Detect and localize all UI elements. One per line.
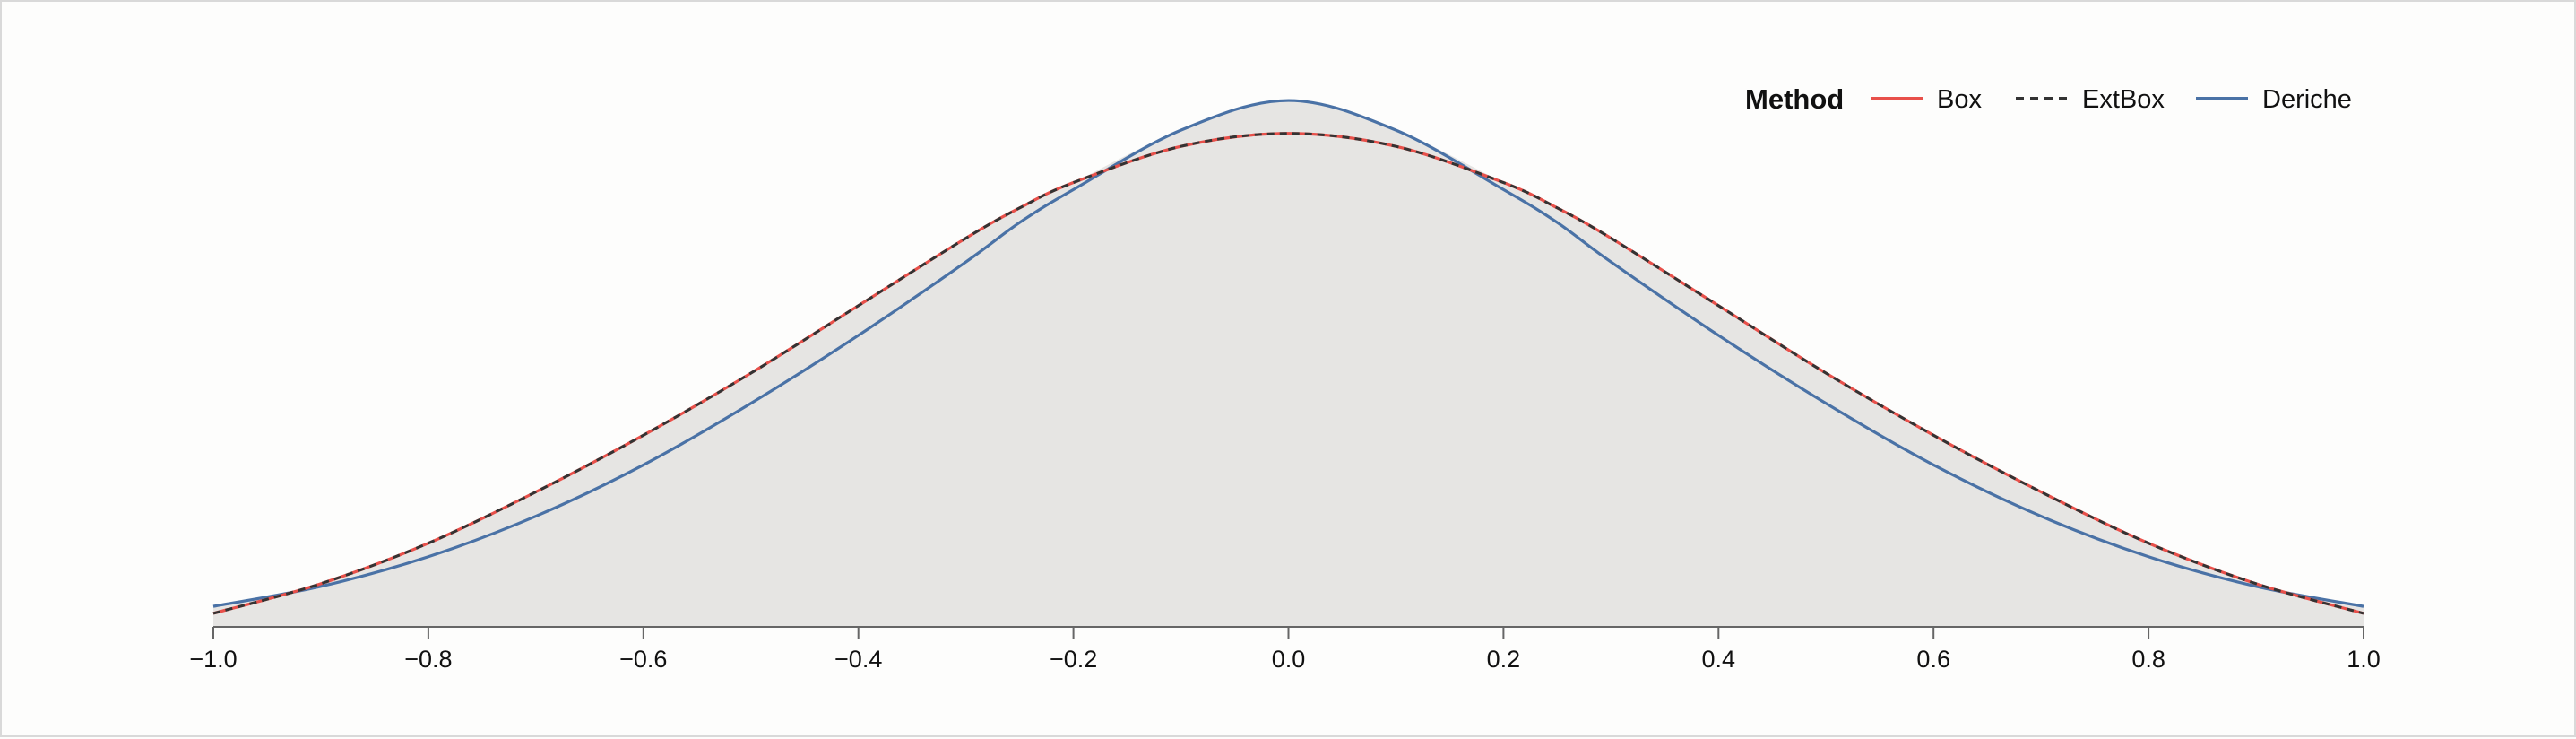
x-tick-label: −0.2 xyxy=(1050,646,1097,673)
legend-label: Box xyxy=(1937,85,1982,114)
legend-label: ExtBox xyxy=(2082,85,2165,114)
area-fill-layer xyxy=(213,100,2364,628)
legend-title: Method xyxy=(1745,83,1844,115)
x-tick-label: 0.0 xyxy=(1272,646,1306,673)
x-tick-label: 1.0 xyxy=(2347,646,2381,673)
legend-item-box: Box xyxy=(1871,85,1982,114)
series-line-box xyxy=(212,132,2364,615)
area-fill xyxy=(213,100,2364,628)
legend-label: Deriche xyxy=(2262,85,2352,114)
x-tick-label: −0.8 xyxy=(404,646,452,673)
x-tick-label: 0.8 xyxy=(2131,646,2165,673)
legend-item-extbox: ExtBox xyxy=(2016,85,2165,114)
x-tick-label: −1.0 xyxy=(189,646,237,673)
legend: Method Box ExtBox Deriche xyxy=(1745,83,2352,115)
series-lines xyxy=(212,99,2364,615)
x-tick-label: 0.2 xyxy=(1487,646,1521,673)
x-tick-label: −0.4 xyxy=(834,646,882,673)
series-line-deriche xyxy=(212,99,2364,608)
x-axis: −1.0 −0.8 −0.6 −0.4 −0.2 0.0 0.2 0.4 0.6 0.8 1.0 xyxy=(189,626,2381,673)
x-tick-label: 0.4 xyxy=(1702,646,1736,673)
legend-item-deriche: Deriche xyxy=(2196,85,2352,114)
x-tick-label: −0.6 xyxy=(619,646,667,673)
x-tick-label: 0.6 xyxy=(1916,646,1950,673)
